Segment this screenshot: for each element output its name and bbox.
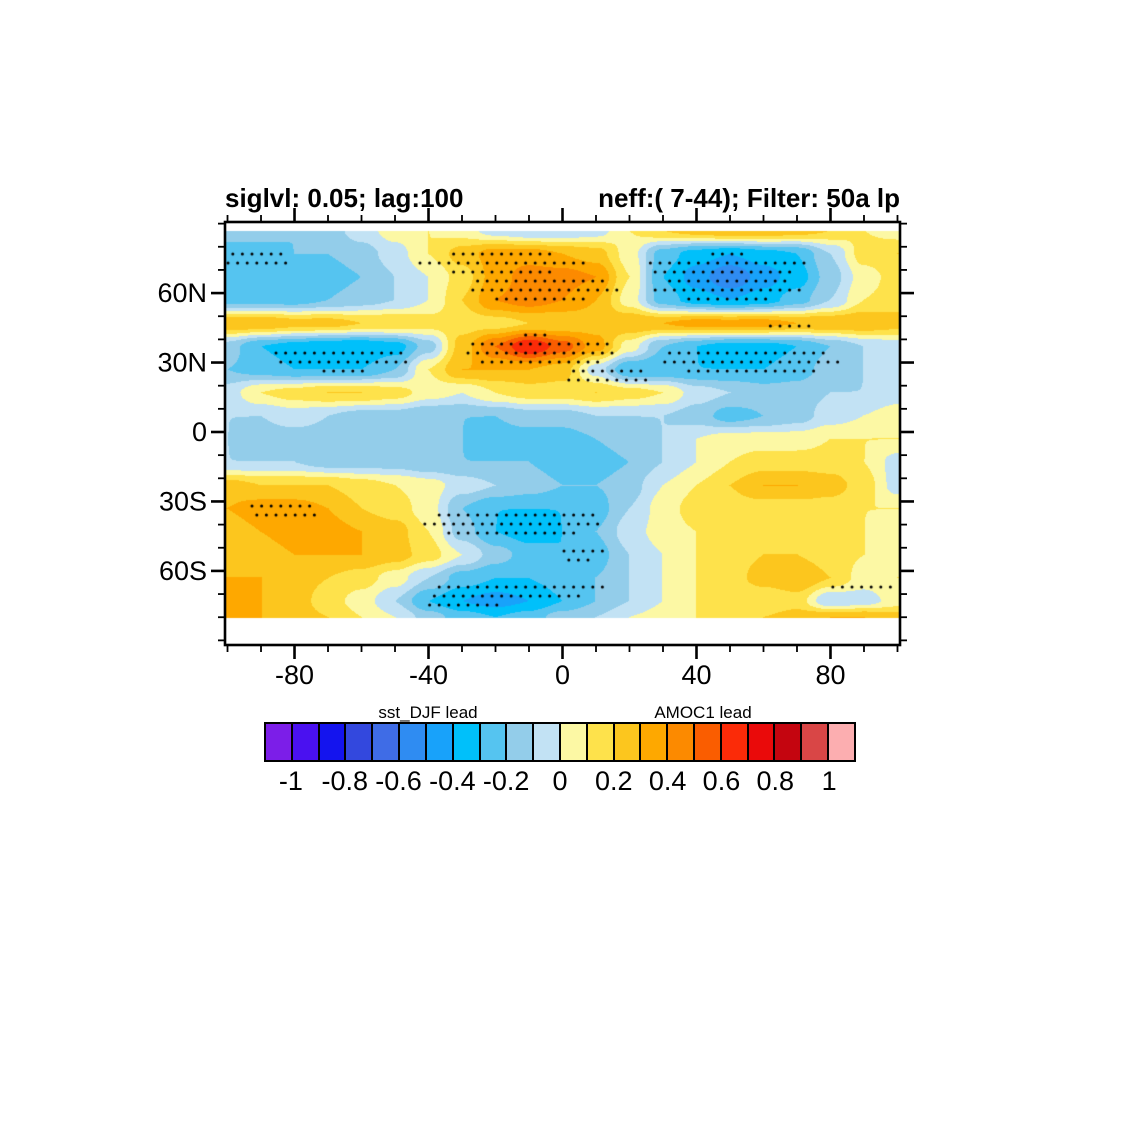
- colorbar-cell-3: [346, 724, 374, 760]
- colorbar-cell-17: [721, 724, 749, 760]
- colorbar-cell-11: [560, 724, 588, 760]
- plot-title-left: siglvl: 0.05; lag:100: [225, 183, 464, 213]
- colorbar-cell-14: [641, 724, 669, 760]
- colorbar-tick-label--1: -1: [278, 766, 303, 796]
- colorbar-cell-2: [319, 724, 347, 760]
- colorbar-tick-label-0: 0: [552, 766, 568, 796]
- x-tick-label: 0: [555, 660, 570, 690]
- colorbar-cell-8: [480, 724, 508, 760]
- colorbar-tick-label--0.6: -0.6: [375, 766, 422, 796]
- x-tick-label: -40: [409, 660, 448, 690]
- colorbar-tick-label-0.8: 0.8: [756, 766, 795, 796]
- colorbar-cell-9: [507, 724, 535, 760]
- contour-field-canvas: [225, 222, 900, 645]
- y-tick-label: 30N: [157, 348, 207, 378]
- colorbar-cell-13: [614, 724, 642, 760]
- y-tick-label: 0: [192, 417, 207, 447]
- colorbar-tick-label--0.4: -0.4: [429, 766, 476, 796]
- y-tick-label: 30S: [159, 486, 207, 516]
- colorbar-cell-1: [292, 724, 320, 760]
- colorbar: [264, 722, 856, 762]
- colorbar-cell-16: [695, 724, 722, 760]
- colorbar-tick-label-0.4: 0.4: [648, 766, 687, 796]
- colorbar-cell-20: [802, 724, 830, 760]
- colorbar-cell-19: [775, 724, 803, 760]
- colorbar-cell-12: [587, 724, 615, 760]
- x-tick-label: 40: [681, 660, 711, 690]
- colorbar-cell-0: [266, 724, 293, 760]
- colorbar-tick-label--0.8: -0.8: [321, 766, 368, 796]
- x-axis-sublabel-sst-lead: sst_DJF lead: [378, 703, 478, 722]
- colorbar-tick-label-0.6: 0.6: [702, 766, 741, 796]
- colorbar-tick-label-0.2: 0.2: [595, 766, 633, 796]
- colorbar-tick-label-1: 1: [821, 766, 837, 796]
- colorbar-cell-6: [426, 724, 454, 760]
- colorbar-cell-18: [748, 724, 776, 760]
- x-tick-label: 80: [815, 660, 845, 690]
- colorbar-cell-4: [373, 724, 401, 760]
- colorbar-cell-5: [400, 724, 427, 760]
- x-axis-sublabel-amoc-lead: AMOC1 lead: [654, 703, 752, 722]
- y-tick-label: 60N: [157, 278, 207, 308]
- colorbar-tick-label--0.2: -0.2: [482, 766, 530, 796]
- colorbar-cell-10: [534, 724, 561, 760]
- plot-title-right: neff:( 7-44); Filter: 50a lp: [598, 183, 900, 213]
- x-tick-label: -80: [275, 660, 314, 690]
- colorbar-cell-15: [668, 724, 695, 760]
- colorbar-cell-7: [453, 724, 481, 760]
- y-tick-label: 60S: [159, 556, 207, 586]
- colorbar-cell-21: [829, 724, 854, 760]
